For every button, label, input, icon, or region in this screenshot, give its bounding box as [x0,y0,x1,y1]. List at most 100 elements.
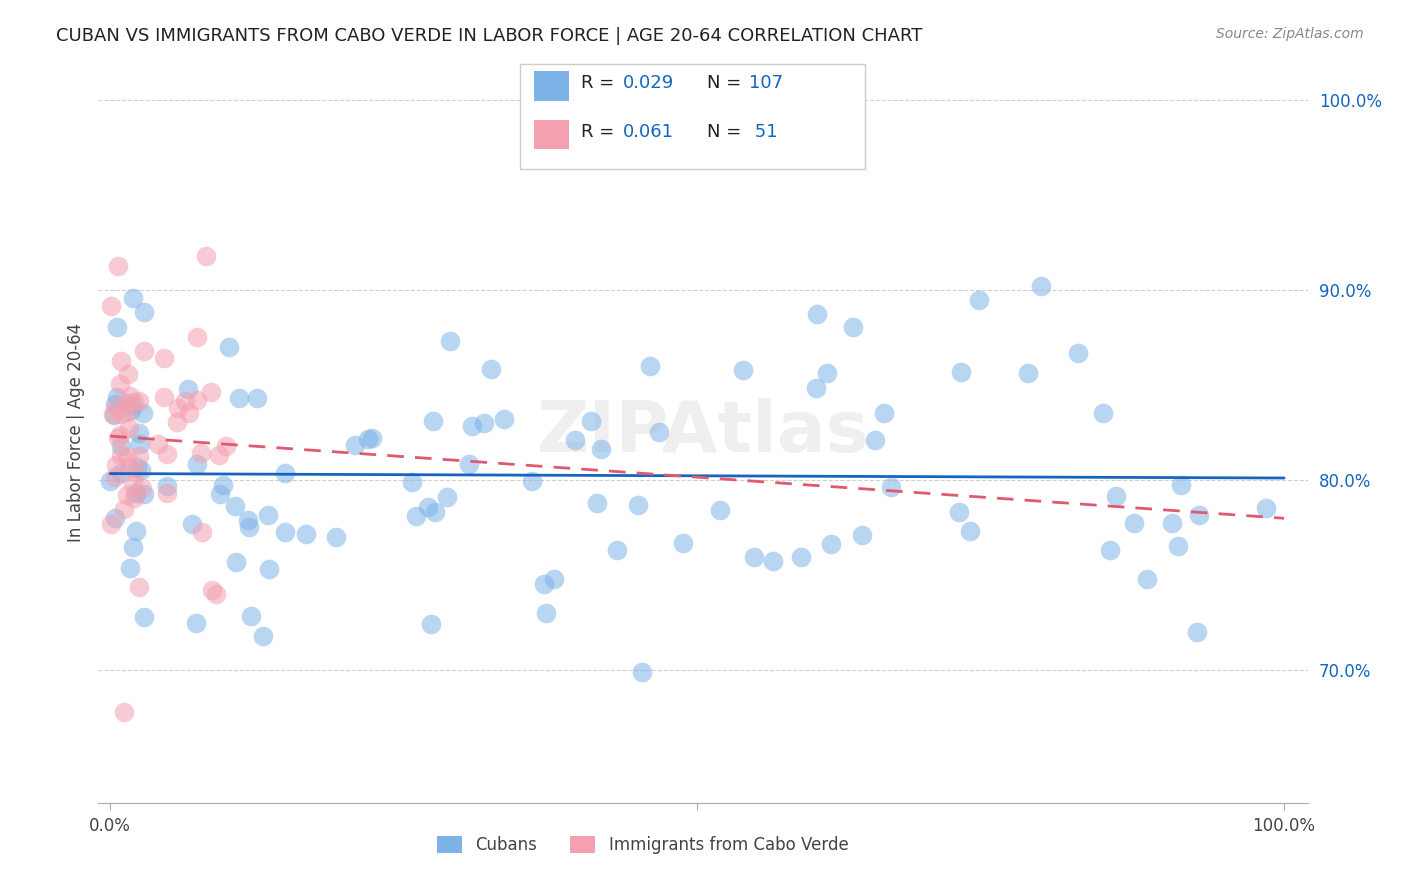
Cubans [132,406,155,420]
Cubans [186,457,208,471]
Cubans [122,540,145,554]
Immigrants from Cabo Verde [208,448,231,462]
Cubans [124,524,146,538]
Immigrants from Cabo Verde [200,384,222,399]
Cubans [439,334,461,348]
Cubans [851,528,873,542]
Cubans [1067,345,1090,359]
Text: N =: N = [707,74,747,92]
Cubans [156,479,179,493]
Text: 51: 51 [749,123,778,141]
Cubans [880,479,903,493]
Immigrants from Cabo Verde [101,407,124,421]
Cubans [1185,625,1208,640]
Immigrants from Cabo Verde [117,368,139,382]
Cubans [259,562,281,576]
Cubans [238,520,260,534]
Cubans [627,498,650,512]
Immigrants from Cabo Verde [115,396,138,410]
Cubans [176,382,198,396]
Cubans [458,458,481,472]
Cubans [419,617,441,632]
Immigrants from Cabo Verde [104,458,127,472]
Cubans [110,439,132,453]
Immigrants from Cabo Verde [100,516,122,531]
Cubans [1099,542,1122,557]
Cubans [533,577,555,591]
Text: R =: R = [581,74,620,92]
Immigrants from Cabo Verde [112,705,135,719]
Immigrants from Cabo Verde [128,449,150,463]
Cubans [128,426,150,441]
Cubans [134,609,156,624]
Cubans [122,398,145,412]
Immigrants from Cabo Verde [107,260,129,274]
Cubans [225,555,247,569]
Immigrants from Cabo Verde [153,390,176,404]
Immigrants from Cabo Verde [118,460,141,475]
Immigrants from Cabo Verde [190,446,212,460]
Immigrants from Cabo Verde [166,415,188,429]
Immigrants from Cabo Verde [156,486,179,500]
Cubans [959,524,981,538]
Immigrants from Cabo Verde [125,465,148,479]
Cubans [543,573,565,587]
Immigrants from Cabo Verde [191,525,214,540]
Cubans [294,526,316,541]
Text: 107: 107 [749,74,783,92]
Immigrants from Cabo Verde [201,582,224,597]
Cubans [325,530,347,544]
Cubans [638,359,661,374]
Cubans [120,403,142,417]
Text: R =: R = [581,123,620,141]
Cubans [132,305,155,319]
Cubans [405,509,427,524]
Immigrants from Cabo Verde [195,249,218,263]
Cubans [461,419,484,434]
Immigrants from Cabo Verde [152,351,174,365]
Immigrants from Cabo Verde [110,427,132,442]
Cubans [820,537,842,551]
Immigrants from Cabo Verde [115,449,138,463]
Cubans [122,291,145,305]
Immigrants from Cabo Verde [156,447,179,461]
Cubans [1188,508,1211,522]
Immigrants from Cabo Verde [100,299,122,313]
Cubans [863,433,886,447]
Cubans [401,475,423,490]
Immigrants from Cabo Verde [105,400,128,414]
Cubans [186,616,208,631]
Cubans [422,414,444,428]
Cubans [360,431,382,445]
Cubans [949,365,972,379]
Cubans [120,561,142,575]
Cubans [742,549,765,564]
Cubans [520,475,543,489]
Cubans [534,607,557,621]
Immigrants from Cabo Verde [118,421,141,435]
Cubans [436,490,458,504]
Cubans [789,549,811,564]
Immigrants from Cabo Verde [186,393,208,408]
Immigrants from Cabo Verde [167,401,190,415]
Cubans [492,412,515,426]
Cubans [948,505,970,519]
Cubans [416,500,439,514]
Cubans [1160,516,1182,531]
Cubans [806,381,828,395]
Cubans [1017,366,1039,380]
Immigrants from Cabo Verde [122,394,145,409]
Cubans [1167,540,1189,554]
Text: N =: N = [707,123,747,141]
Cubans [208,487,231,501]
Immigrants from Cabo Verde [115,488,138,502]
Cubans [1122,516,1144,530]
Immigrants from Cabo Verde [104,470,127,484]
Y-axis label: In Labor Force | Age 20-64: In Labor Force | Age 20-64 [66,323,84,542]
Cubans [672,536,695,550]
Cubans [606,542,628,557]
Cubans [815,367,838,381]
Cubans [273,466,295,480]
Cubans [586,496,609,510]
Cubans [103,409,125,423]
